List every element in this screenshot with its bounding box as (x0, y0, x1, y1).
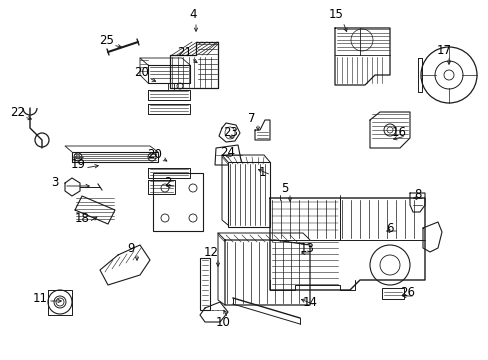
Text: 19: 19 (70, 158, 85, 171)
Text: 15: 15 (328, 9, 343, 22)
Bar (153, 173, 203, 231)
Text: 21: 21 (177, 46, 192, 59)
Text: 17: 17 (436, 44, 450, 57)
Text: 6: 6 (386, 221, 393, 234)
Text: 20: 20 (134, 67, 149, 80)
Text: 8: 8 (413, 189, 421, 202)
Text: 24: 24 (220, 147, 235, 159)
Text: 11: 11 (32, 292, 47, 305)
Text: 18: 18 (74, 212, 89, 225)
Text: 5: 5 (281, 181, 288, 194)
Bar (381, 288, 403, 299)
Bar (227, 162, 269, 227)
Text: 9: 9 (127, 242, 135, 255)
Text: 22: 22 (10, 105, 25, 118)
Text: 13: 13 (299, 242, 314, 255)
Text: 16: 16 (391, 126, 406, 139)
Text: 3: 3 (51, 176, 59, 189)
Text: 12: 12 (203, 247, 218, 260)
Text: 7: 7 (248, 112, 255, 125)
Text: 1: 1 (258, 166, 265, 179)
Bar (200, 258, 209, 310)
Text: 2: 2 (164, 176, 171, 189)
Text: 20: 20 (147, 148, 162, 162)
Text: 10: 10 (215, 315, 230, 328)
Text: 14: 14 (302, 297, 317, 310)
Text: 25: 25 (100, 33, 114, 46)
Text: 23: 23 (223, 126, 238, 139)
Text: 4: 4 (189, 9, 196, 22)
Text: 26: 26 (400, 287, 415, 300)
